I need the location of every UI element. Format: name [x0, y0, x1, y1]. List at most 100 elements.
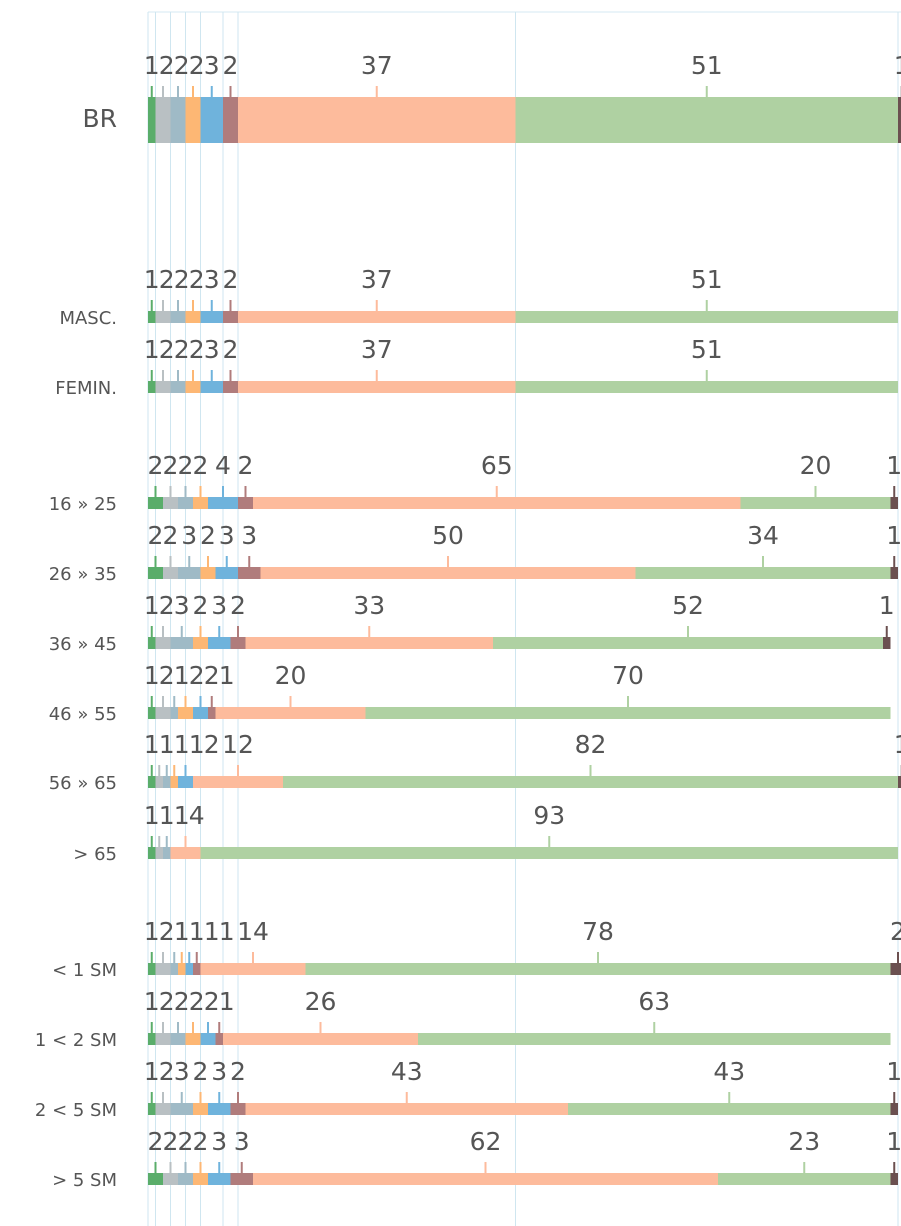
bar-segment [223, 311, 238, 323]
value-label: 37 [361, 265, 393, 294]
bar-segment [200, 97, 223, 143]
bar-segment [883, 637, 891, 649]
value-label: 2 [174, 335, 190, 364]
bar-segment [148, 381, 156, 393]
bar-segment [253, 497, 741, 509]
value-label: 2 [193, 1127, 209, 1156]
value-label: 26 [305, 987, 337, 1016]
bar-segment [163, 567, 178, 579]
value-label: 3 [241, 521, 257, 550]
value-label: 1 [144, 987, 160, 1016]
value-label: 2 [230, 591, 246, 620]
bar-segment [890, 963, 901, 975]
bar-segment [200, 567, 216, 579]
value-label: 78 [582, 917, 614, 946]
value-label: 51 [691, 335, 723, 364]
value-label: 1 [144, 51, 160, 80]
bar-segment [148, 1033, 156, 1045]
row-label: 46 » 55 [49, 704, 117, 725]
bar-segment [163, 847, 171, 859]
bar-segment [200, 847, 898, 859]
bar-segment [283, 776, 898, 788]
value-label: 1 [886, 521, 901, 550]
value-label: 2 [159, 917, 175, 946]
bar-segment [200, 311, 223, 323]
bar-segment [155, 1033, 171, 1045]
bar-segment [230, 637, 246, 649]
value-label: 1 [174, 730, 190, 759]
value-label: 2 [189, 265, 205, 294]
bar-segment [568, 1103, 891, 1115]
bar-segment [148, 963, 156, 975]
bar-segment [193, 497, 208, 509]
value-label: 43 [391, 1057, 423, 1086]
row-label: 1 < 2 SM [35, 1030, 117, 1051]
value-label: 1 [159, 730, 175, 759]
value-label: 2 [159, 51, 175, 80]
value-label: 2 [159, 1057, 175, 1086]
bar-segment [148, 707, 156, 719]
value-label: 4 [189, 801, 205, 830]
bar-segment [718, 1173, 891, 1185]
bar-segment [170, 1103, 193, 1115]
value-label: 2 [159, 591, 175, 620]
value-label: 3 [211, 1127, 227, 1156]
value-label: 3 [181, 521, 197, 550]
bar-segment [365, 707, 891, 719]
bar-segment [155, 963, 171, 975]
value-label: 2 [159, 335, 175, 364]
bar-segment [208, 1173, 231, 1185]
bar-segment [890, 497, 898, 509]
row-label: < 1 SM [52, 960, 117, 981]
value-label: 1 [144, 801, 160, 830]
row-label: FEMIN. [55, 378, 117, 399]
bar-segment [223, 97, 238, 143]
value-label: 1 [144, 730, 160, 759]
value-label: 62 [470, 1127, 502, 1156]
value-label: 2 [189, 51, 205, 80]
value-label: 3 [174, 1057, 190, 1086]
value-label: 1 [174, 661, 190, 690]
value-label: 51 [691, 265, 723, 294]
bar-segment [515, 381, 898, 393]
value-label: 1 [886, 1057, 901, 1086]
value-label: 2 [174, 987, 190, 1016]
row-label: 2 < 5 SM [35, 1100, 117, 1121]
value-label: 2 [174, 51, 190, 80]
value-label: 2 [159, 661, 175, 690]
value-label: 82 [575, 730, 607, 759]
value-label: 20 [800, 451, 832, 480]
bar-segment [185, 311, 201, 323]
value-label: 2 [193, 451, 209, 480]
bar-segment [170, 963, 178, 975]
bar-segment [230, 1173, 253, 1185]
value-label: 3 [204, 265, 220, 294]
bar-segment [208, 637, 231, 649]
value-label: 37 [361, 51, 393, 80]
row-label: 16 » 25 [49, 494, 117, 515]
bar-segment [635, 567, 891, 579]
row-label: > 5 SM [52, 1170, 117, 1191]
value-label: 4 [215, 451, 231, 480]
bar-segment [890, 567, 898, 579]
value-label: 1 [144, 265, 160, 294]
value-label: 1 [204, 917, 220, 946]
bar-segment [418, 1033, 891, 1045]
value-label: 2 [230, 1057, 246, 1086]
bar-segment [148, 1173, 163, 1185]
value-label: 37 [361, 335, 393, 364]
value-label: 93 [533, 801, 565, 830]
bar-segment [148, 776, 156, 788]
value-label: 2 [193, 591, 209, 620]
value-label: 52 [672, 591, 704, 620]
bar-segment [200, 1033, 216, 1045]
bar-segment [193, 776, 283, 788]
value-label: 2 [204, 730, 220, 759]
bar-segment [185, 381, 201, 393]
value-label: 3 [234, 1127, 250, 1156]
bar-segment [193, 707, 208, 719]
row-label: 26 » 35 [49, 564, 117, 585]
bar-segment [178, 707, 193, 719]
bar-segment [253, 1173, 718, 1185]
